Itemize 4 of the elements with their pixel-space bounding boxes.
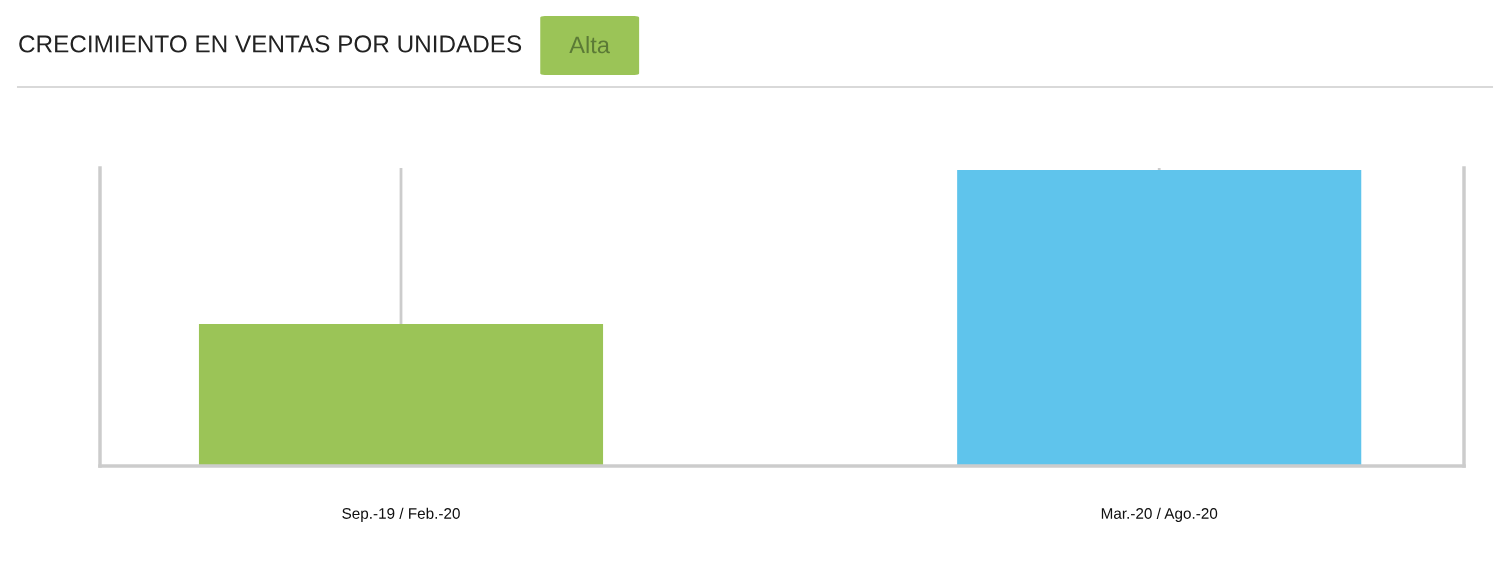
x-tick-label: Sep.-19 / Feb.-20 bbox=[342, 507, 460, 522]
x-tick-label: Mar.-20 / Ago.-20 bbox=[1101, 507, 1218, 522]
chart-title: CRECIMIENTO EN VENTAS POR UNIDADES bbox=[19, 35, 522, 53]
text: Alta bbox=[569, 36, 610, 54]
